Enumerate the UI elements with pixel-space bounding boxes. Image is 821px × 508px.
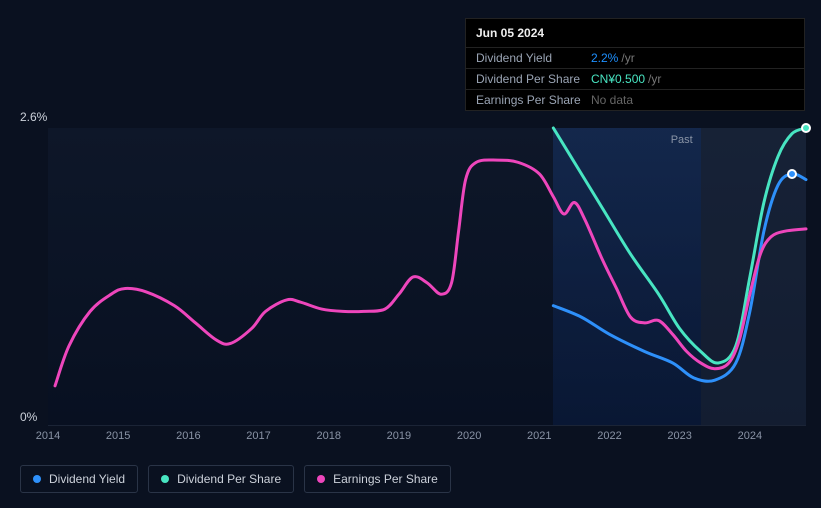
tooltip-row-value: No data xyxy=(591,93,633,107)
x-axis-tick: 2021 xyxy=(527,430,551,442)
x-axis-tick: 2016 xyxy=(176,430,200,442)
tooltip-row: Dividend Per ShareCN¥0.500/yr xyxy=(466,68,804,89)
chart-legend: Dividend Yield Dividend Per Share Earnin… xyxy=(20,465,451,493)
legend-label: Dividend Per Share xyxy=(177,472,281,486)
tooltip-row-label: Dividend Yield xyxy=(476,51,591,65)
tooltip-row-value: CN¥0.500 xyxy=(591,72,645,86)
series-line xyxy=(55,160,806,386)
tooltip-row-suffix: /yr xyxy=(621,51,634,65)
chart-lines xyxy=(48,128,806,426)
legend-dividend-per-share[interactable]: Dividend Per Share xyxy=(148,465,294,493)
legend-dot-icon xyxy=(33,475,41,483)
x-axis-tick: 2014 xyxy=(36,430,60,442)
series-marker xyxy=(801,123,811,133)
tooltip-row-value: 2.2% xyxy=(591,51,618,65)
x-axis-tick: 2015 xyxy=(106,430,130,442)
tooltip-row: Dividend Yield2.2%/yr xyxy=(466,47,804,68)
x-axis-tick: 2022 xyxy=(597,430,621,442)
series-line xyxy=(553,174,806,382)
tooltip-row-suffix: /yr xyxy=(648,72,661,86)
x-axis-tick: 2019 xyxy=(387,430,411,442)
x-axis-tick: 2024 xyxy=(738,430,762,442)
x-axis-tick: 2017 xyxy=(246,430,270,442)
tooltip-row: Earnings Per ShareNo data xyxy=(466,89,804,110)
series-marker xyxy=(787,169,797,179)
x-axis-tick: 2018 xyxy=(316,430,340,442)
legend-earnings-per-share[interactable]: Earnings Per Share xyxy=(304,465,451,493)
tooltip-date: Jun 05 2024 xyxy=(466,19,804,47)
x-axis-tick: 2020 xyxy=(457,430,481,442)
legend-dot-icon xyxy=(161,475,169,483)
legend-label: Earnings Per Share xyxy=(333,472,438,486)
legend-dividend-yield[interactable]: Dividend Yield xyxy=(20,465,138,493)
series-line xyxy=(553,128,806,363)
y-axis-min: 0% xyxy=(20,410,37,424)
x-axis-tick: 2023 xyxy=(667,430,691,442)
legend-dot-icon xyxy=(317,475,325,483)
y-axis-max: 2.6% xyxy=(20,110,47,124)
dividend-chart: 2.6% 0% Past 201420152016201720182019202… xyxy=(20,100,809,430)
chart-tooltip: Jun 05 2024 Dividend Yield2.2%/yrDividen… xyxy=(465,18,805,111)
tooltip-row-label: Dividend Per Share xyxy=(476,72,591,86)
tooltip-row-label: Earnings Per Share xyxy=(476,93,591,107)
legend-label: Dividend Yield xyxy=(49,472,125,486)
